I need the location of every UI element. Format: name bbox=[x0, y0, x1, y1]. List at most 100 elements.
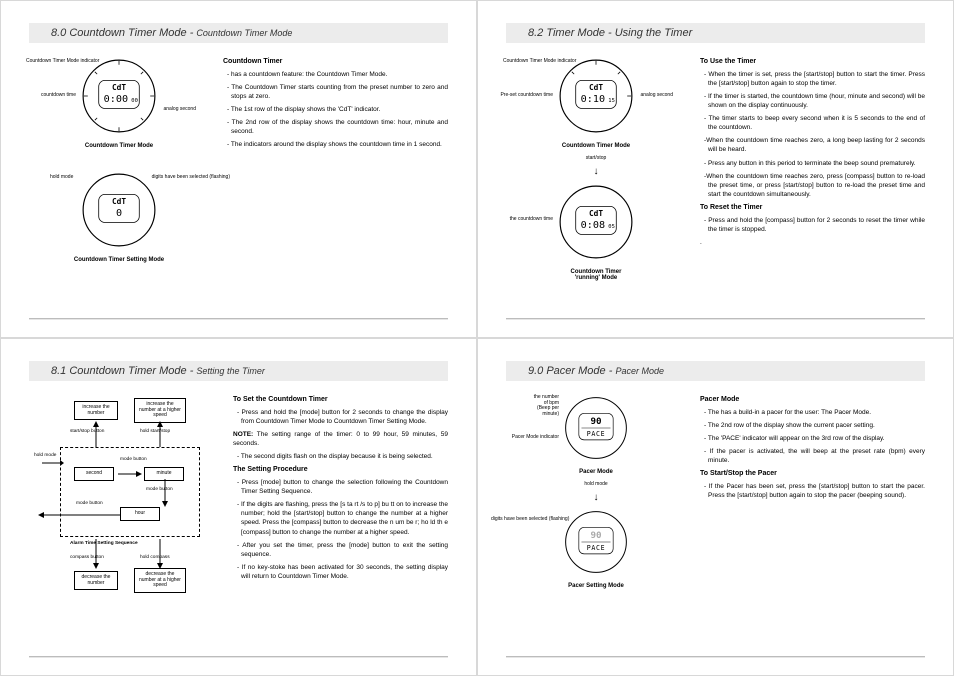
p: - If the digits are flashing, press the … bbox=[237, 500, 448, 536]
label-countdown-time: the countdown time bbox=[497, 217, 553, 223]
p: - Press and hold the [compass] button fo… bbox=[704, 216, 925, 234]
svg-text:00: 00 bbox=[131, 98, 138, 104]
svg-text:PACE: PACE bbox=[587, 430, 606, 438]
svg-text:15: 15 bbox=[608, 98, 615, 104]
diagram-col-8-1: increase the number increase the number … bbox=[29, 395, 219, 656]
label-hold-compass: hold compass bbox=[140, 555, 170, 560]
text-9-0: Pacer Mode - The has a build-in a pacer … bbox=[700, 395, 925, 656]
p: - The 1st row of the display shows the '… bbox=[227, 105, 448, 114]
h-use-timer: To Use the Timer bbox=[700, 57, 925, 67]
arrow-down-icon: ↓ bbox=[594, 167, 599, 177]
svg-text:05: 05 bbox=[608, 224, 615, 230]
h-setting-proc: The Setting Procedure bbox=[233, 465, 448, 475]
p: - If no key-stoke has been activated for… bbox=[237, 563, 448, 581]
text-8-0: Countdown Timer - has a countdown featur… bbox=[223, 57, 448, 318]
p: - If the pacer is activated, the will be… bbox=[704, 447, 925, 465]
watch-face-pacer-setting: 90 PACE bbox=[563, 509, 629, 575]
heading-main: 8.1 Countdown Timer Mode - bbox=[51, 365, 196, 377]
p: -When the countdown time reaches zero, a… bbox=[704, 136, 925, 154]
box-second: second bbox=[74, 467, 114, 481]
watch-face-cdt-setting: CdT 0 bbox=[80, 171, 158, 249]
label-start-stop: start/stop bbox=[586, 155, 607, 161]
caption-pacer: Pacer Mode bbox=[579, 469, 613, 475]
heading-main: 9.0 Pacer Mode - bbox=[528, 365, 615, 377]
svg-text:CdT: CdT bbox=[589, 83, 603, 92]
diagram-col-8-0: CdT 0:00 00 Countdown Timer Mode indicat… bbox=[29, 57, 209, 318]
p: - has a countdown feature: the Countdown… bbox=[227, 70, 448, 79]
caption-watch-2: Countdown Timer Setting Mode bbox=[74, 257, 164, 263]
divider bbox=[29, 656, 448, 657]
watch-face-pacer: 90 PACE bbox=[563, 395, 629, 461]
p: - The 2nd row of the display shows the c… bbox=[227, 118, 448, 136]
p: - The has a build-in a pacer for the use… bbox=[704, 408, 925, 417]
label-countdown-time: countdown time bbox=[26, 93, 76, 99]
svg-text:90: 90 bbox=[590, 416, 601, 427]
label-mode-btn-3: mode button bbox=[76, 501, 103, 506]
h-reset-timer: To Reset the Timer bbox=[700, 203, 925, 213]
label-pacer-indicator: Pacer Mode indicator bbox=[511, 435, 559, 441]
heading-8-1: 8.1 Countdown Timer Mode - Setting the T… bbox=[29, 361, 448, 381]
caption-timer-mode: Countdown Timer Mode bbox=[562, 143, 630, 149]
note-text: The setting range of the timer: 0 to 99 … bbox=[233, 431, 448, 447]
label-digits-flashing: digits have been selected (flashing) bbox=[491, 517, 559, 523]
section-8-0: 8.0 Countdown Timer Mode - Countdown Tim… bbox=[0, 0, 477, 338]
label-digits-flashing: digits have been selected (flashing) bbox=[152, 175, 230, 181]
p: - The 'PACE' indicator will appear on th… bbox=[704, 434, 925, 443]
heading-sub: Pacer Mode bbox=[615, 366, 664, 376]
svg-text:CdT: CdT bbox=[112, 83, 126, 92]
p: -When the countdown time reaches zero, p… bbox=[704, 172, 925, 199]
svg-text:0:00: 0:00 bbox=[104, 94, 128, 105]
heading-main: 8.0 Countdown Timer Mode - bbox=[51, 27, 196, 39]
p: - Press any button in this period to ter… bbox=[704, 159, 925, 168]
watch-face-timer-set: CdT 0:10 15 bbox=[557, 57, 635, 135]
box-decrease: decrease the number bbox=[74, 571, 118, 590]
watch-face-cdt-1: CdT 0:00 00 bbox=[80, 57, 158, 135]
heading-8-0: 8.0 Countdown Timer Mode - Countdown Tim… bbox=[29, 23, 448, 43]
p: - The indicators around the display show… bbox=[227, 140, 448, 149]
svg-text:0:08: 0:08 bbox=[581, 220, 605, 231]
caption-running: Countdown Timer 'running' Mode bbox=[571, 269, 622, 281]
divider bbox=[29, 318, 448, 319]
p: - After you set the timer, press the [mo… bbox=[237, 541, 448, 559]
label-analog-second: analog second bbox=[163, 107, 196, 113]
box-decrease-hi: decrease the number at a higher speed bbox=[134, 568, 186, 593]
note-label: NOTE: bbox=[233, 431, 253, 438]
heading-sub: Countdown Timer Mode bbox=[196, 28, 292, 38]
p: - The timer starts to beep every second … bbox=[704, 114, 925, 132]
label-hold-mode: hold mode bbox=[34, 453, 56, 458]
box-hour: hour bbox=[120, 507, 160, 521]
p: - When the timer is set, press the [star… bbox=[704, 70, 925, 88]
section-8-1: 8.1 Countdown Timer Mode - Setting the T… bbox=[0, 338, 477, 676]
p: - The 2nd row of the display show the cu… bbox=[704, 421, 925, 430]
label-cdt-indicator: Countdown Timer Mode indicator bbox=[26, 59, 76, 65]
label-cdt-indicator: Countdown Timer Mode indicator bbox=[503, 59, 553, 65]
content-9-0: 90 PACE the number of bpm (Beep per minu… bbox=[506, 395, 925, 656]
label-analog-second: analog second bbox=[640, 93, 673, 99]
heading-main: 8.2 Timer Mode - Using the Timer bbox=[528, 27, 692, 39]
label-preset: Pre-set countdown time bbox=[493, 93, 553, 99]
diagram-col-9-0: 90 PACE the number of bpm (Beep per minu… bbox=[506, 395, 686, 656]
content-8-1: increase the number increase the number … bbox=[29, 395, 448, 656]
text-8-1: To Set the Countdown Timer - Press and h… bbox=[233, 395, 448, 656]
svg-text:0:10: 0:10 bbox=[581, 94, 605, 105]
p: - The Countdown Timer starts counting fr… bbox=[227, 83, 448, 101]
p: - Press and hold the [mode] button for 2… bbox=[237, 408, 448, 426]
svg-text:PACE: PACE bbox=[587, 544, 606, 552]
content-8-0: CdT 0:00 00 Countdown Timer Mode indicat… bbox=[29, 57, 448, 318]
content-8-2: CdT 0:10 15 Countdown Timer Mode indicat… bbox=[506, 57, 925, 318]
text-8-2: To Use the Timer - When the timer is set… bbox=[700, 57, 925, 318]
heading-8-2: 8.2 Timer Mode - Using the Timer bbox=[506, 23, 925, 43]
h-set-timer: To Set the Countdown Timer bbox=[233, 395, 448, 405]
arrow-down-icon: ↓ bbox=[594, 493, 599, 503]
caption-pacer-setting: Pacer Setting Mode bbox=[568, 583, 624, 589]
section-8-2: 8.2 Timer Mode - Using the Timer CdT 0:1… bbox=[477, 0, 954, 338]
label-seq: Alarm Time Setting Sequence bbox=[70, 541, 138, 546]
watch-face-timer-running: CdT 0:08 05 bbox=[557, 183, 635, 261]
p: . bbox=[700, 238, 925, 247]
h-pacer-mode: Pacer Mode bbox=[700, 395, 925, 405]
p: - Press [mode] button to change the sele… bbox=[237, 478, 448, 496]
box-increase-hi: increase the number at a higher speed bbox=[134, 398, 186, 423]
p: - If the Pacer has been set, press the [… bbox=[704, 482, 925, 500]
heading-9-0: 9.0 Pacer Mode - Pacer Mode bbox=[506, 361, 925, 381]
h-countdown-timer: Countdown Timer bbox=[223, 57, 448, 67]
